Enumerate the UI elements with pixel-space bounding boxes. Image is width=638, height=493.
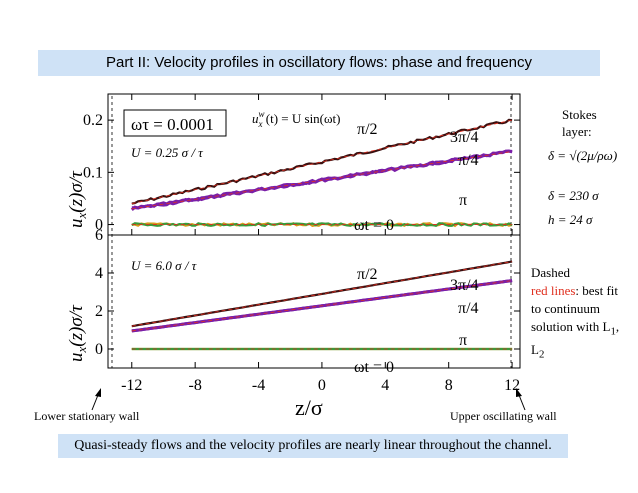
top-label-3pi-4: 3π/4 xyxy=(450,129,479,146)
xtick-label: -4 xyxy=(252,377,265,394)
top-fit-line-2 xyxy=(131,151,513,210)
top-series-line-0 xyxy=(131,118,513,205)
bottom-ylabel: ux(z)σ/τ xyxy=(66,304,89,362)
omega-tau-box xyxy=(123,109,227,137)
xtick-label: -12 xyxy=(121,377,142,394)
wall-label-upper: Upper oscillating wall xyxy=(450,409,557,423)
bottom-label-pi-4: π/4 xyxy=(458,300,479,317)
top-ytick-label: 0.2 xyxy=(83,112,103,129)
xtick-label: 0 xyxy=(318,377,326,394)
lower-wall-arrowhead xyxy=(95,388,101,397)
top-label-zero: ωt = 0 xyxy=(354,217,394,234)
stokes-layer-label: Stokes layer: xyxy=(562,107,597,139)
dashed-note-part1: Dashed xyxy=(531,265,570,280)
top-series-line-4 xyxy=(131,222,513,227)
dashed-note-sub2: 2 xyxy=(538,348,545,361)
dashed-note-sub1: 1 xyxy=(610,325,616,338)
bottom-panel-frame xyxy=(107,234,521,369)
top-label-pi: π xyxy=(459,192,467,209)
xtick-label: 8 xyxy=(445,377,453,394)
bottom-label-pi-half: π/2 xyxy=(357,266,378,283)
xtick-label: 4 xyxy=(381,377,389,394)
slide-title: Part II: Velocity profiles in oscillator… xyxy=(38,50,600,76)
top-fit-line-0 xyxy=(131,119,513,205)
xlabel: z/σ xyxy=(295,395,323,420)
top-ylabel: ux(z)σ/τ xyxy=(66,170,89,228)
stokes-delta-formula: δ = √(2μ/ρω) xyxy=(548,148,618,163)
top-label-pi-half: π/2 xyxy=(357,121,378,138)
bottom-fit-line-0 xyxy=(131,261,513,327)
xtick-label: -8 xyxy=(188,377,201,394)
xlabel-text: z/σ xyxy=(295,395,323,420)
bottom-label-pi: π xyxy=(459,332,467,349)
bottom-ytick-label: 4 xyxy=(95,265,103,282)
bottom-ytick-label: 2 xyxy=(95,303,103,320)
upper-wall-arrowhead xyxy=(516,388,522,397)
bottom-fit-line-2 xyxy=(131,280,513,332)
dashed-lines-note: Dashed red lines: best fit to continuum s… xyxy=(531,264,631,363)
bottom-amplitude: U = 6.0 σ / τ xyxy=(131,258,198,273)
bottom-ytick-label: 0 xyxy=(95,341,103,358)
footer-note: Quasi-steady flows and the velocity prof… xyxy=(58,434,568,458)
top-ytick-label: 0.1 xyxy=(83,164,103,181)
top-amplitude: U = 0.25 σ / τ xyxy=(131,145,204,160)
dashed-note-sep: , L xyxy=(531,319,620,357)
stokes-delta-value: δ = 230 σ xyxy=(548,188,599,203)
top-label-pi-4: π/4 xyxy=(458,152,479,169)
upper-wall-arrow xyxy=(518,394,526,411)
omega-tau-label: ωτ = 0.0001 xyxy=(131,115,214,134)
bottom-label-zero: ωt = 0 xyxy=(354,359,394,376)
bottom-label-3pi-4: 3π/4 xyxy=(450,277,479,294)
wall-label-lower: Lower stationary wall xyxy=(34,409,140,423)
lower-wall-arrow xyxy=(91,394,99,411)
top-ytick-label: 0 xyxy=(95,217,103,234)
channel-height-value: h = 24 σ xyxy=(548,212,593,227)
dashed-note-red: red lines xyxy=(531,283,576,298)
wall-velocity-formula: uw x (t) = U sin(ωt) xyxy=(252,109,341,129)
dashed-note-part2: : best fit to continuum solution with L xyxy=(531,283,619,334)
bottom-ytick-label: 6 xyxy=(95,227,103,244)
